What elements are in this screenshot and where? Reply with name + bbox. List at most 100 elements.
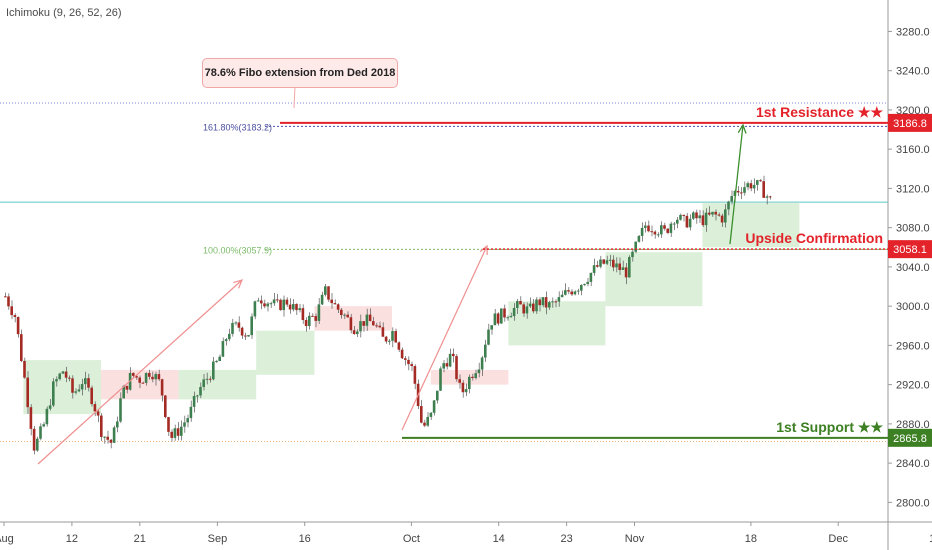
candle-body — [512, 307, 516, 317]
candle-body — [61, 371, 65, 374]
candle-body — [253, 301, 257, 317]
candle-body — [682, 214, 685, 216]
x-tick-label: Dec — [828, 533, 848, 545]
indicator-label[interactable]: Ichimoku (9, 26, 52, 26) — [6, 7, 122, 19]
y-tick-label: 3120.0 — [896, 183, 930, 195]
candle-body — [228, 333, 231, 340]
candle-body — [388, 340, 391, 342]
candle-body — [167, 417, 170, 432]
candle-body — [612, 259, 615, 268]
candle-body — [304, 319, 308, 326]
candle-body — [234, 322, 237, 324]
candle-body — [407, 359, 410, 365]
candle-body — [16, 316, 20, 335]
candle-body — [138, 377, 141, 383]
level-badge-support — [888, 428, 932, 447]
candle-body — [135, 375, 138, 378]
candle-body — [436, 390, 439, 401]
candle-body — [330, 299, 333, 304]
y-tick-label: 3000.0 — [896, 301, 930, 313]
candle-body — [45, 408, 49, 425]
level-badge-confirmation — [888, 240, 932, 259]
y-tick-label: 3280.0 — [896, 26, 930, 38]
candle-body — [199, 386, 202, 396]
candle-body — [381, 327, 385, 337]
candle-body — [157, 374, 161, 380]
candle-body — [68, 377, 71, 379]
y-tick-label: 2800.0 — [896, 497, 930, 509]
x-tick-label: 23 — [560, 533, 572, 545]
candle-body — [676, 219, 679, 224]
candle-body — [141, 382, 145, 384]
candle-body — [90, 387, 93, 405]
candle-body — [20, 334, 23, 362]
candle-body — [196, 395, 199, 397]
trend-arrow-oct-head — [479, 244, 488, 256]
candle-body — [762, 181, 765, 198]
candle-body — [288, 304, 292, 310]
candle-body — [202, 379, 205, 387]
candle-body — [58, 373, 61, 380]
candle-body — [80, 384, 84, 390]
x-tick-label: 21 — [134, 533, 146, 545]
candle-body — [660, 225, 663, 235]
candle-body — [391, 331, 394, 341]
candle-body — [352, 330, 356, 335]
candle-body — [541, 297, 545, 306]
candle-body — [669, 223, 673, 233]
candle-body — [468, 376, 471, 390]
candle-body — [480, 357, 484, 370]
candle-body — [362, 321, 365, 326]
level-title-support: 1st Support ★★ — [776, 418, 883, 435]
candle-body — [400, 349, 404, 359]
candle-body — [295, 304, 298, 311]
candle-body — [618, 263, 621, 270]
candle-body — [189, 406, 193, 419]
candle-body — [186, 418, 189, 423]
candle-body — [756, 180, 759, 185]
candle-body — [615, 263, 618, 268]
candle-body — [100, 415, 103, 437]
candle-body — [496, 313, 500, 324]
ichimoku-cloud-segment — [605, 252, 703, 307]
candle-body — [698, 215, 701, 219]
candle-body — [55, 379, 58, 382]
candle-body — [333, 303, 337, 305]
candle-body — [368, 314, 372, 322]
candle-body — [74, 391, 77, 393]
ichimoku-cloud-segment — [178, 369, 257, 400]
y-tick-label: 2960.0 — [896, 340, 930, 352]
candle-body — [484, 344, 487, 358]
candle-body — [688, 218, 692, 228]
candle-body — [765, 196, 769, 198]
candle-body — [276, 299, 279, 301]
candle-body — [10, 306, 13, 316]
candle-body — [410, 364, 413, 367]
candle-body — [442, 363, 445, 369]
candle-body — [247, 335, 250, 337]
level-badge-resistance — [888, 113, 932, 132]
candle-body — [525, 306, 529, 314]
y-tick-label: 3080.0 — [896, 223, 930, 235]
candle-body — [672, 223, 676, 225]
fib-161-label: 161.80%(3183.2) — [203, 122, 272, 132]
candle-body — [458, 379, 461, 383]
candle-body — [532, 303, 535, 312]
candle-body — [324, 286, 327, 295]
candle-body — [301, 308, 305, 320]
candle-body — [727, 201, 730, 210]
candle-body — [759, 180, 762, 182]
candle-body — [736, 190, 740, 193]
candle-body — [580, 284, 583, 291]
candle-body — [461, 382, 465, 393]
candle-body — [272, 299, 276, 304]
candle-body — [554, 301, 557, 303]
candle-body — [29, 407, 33, 429]
candle-body — [708, 212, 711, 215]
candle-body — [183, 422, 186, 427]
candle-body — [250, 316, 253, 336]
candle-body — [426, 416, 429, 426]
candle-body — [298, 308, 301, 311]
candle-body — [640, 227, 644, 236]
